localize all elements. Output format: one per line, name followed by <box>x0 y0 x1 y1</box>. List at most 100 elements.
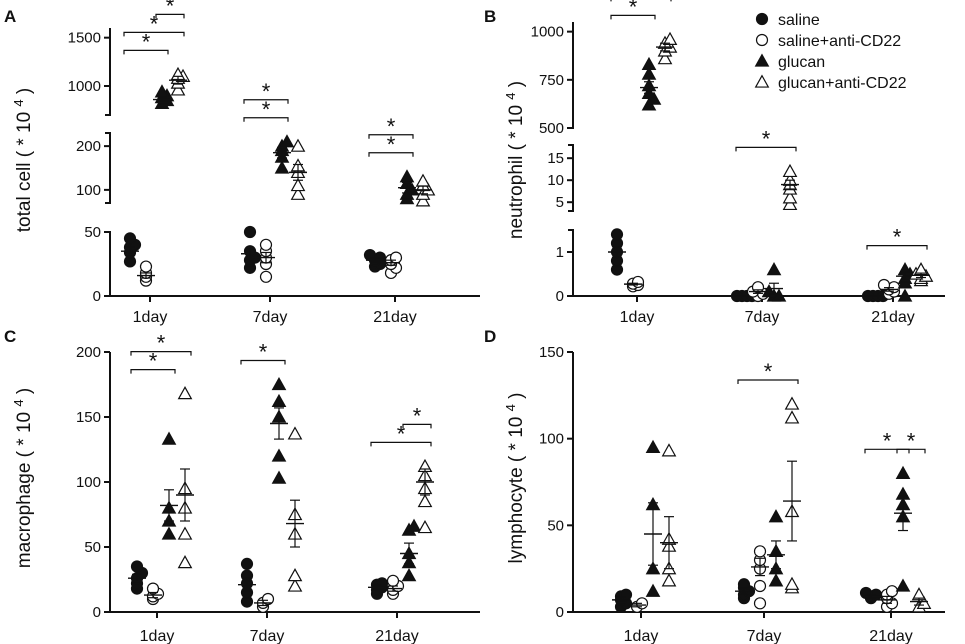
point-glucan-anti-cd22 <box>661 573 677 587</box>
point-glucan <box>766 262 782 276</box>
y-tick-label: 500 <box>539 120 564 137</box>
significance-bracket <box>735 146 797 152</box>
significance-bracket <box>243 117 289 122</box>
panel-letter: C <box>4 327 16 346</box>
point-glucan-anti-cd22 <box>784 576 800 590</box>
y-axis-label-close: ) <box>506 81 527 93</box>
significance-bracket <box>368 134 414 139</box>
x-tick-label: 21day <box>871 309 915 326</box>
legend-label-saline: saline <box>778 12 820 29</box>
point-glucan <box>895 465 911 479</box>
x-tick-label: 1day <box>133 309 168 326</box>
point-glucan <box>645 439 661 453</box>
point-saline-anti-cd22 <box>753 579 767 593</box>
significance-star: * <box>142 29 151 54</box>
point-glucan <box>641 56 657 71</box>
point-glucan <box>897 288 913 302</box>
y-tick-label: 50 <box>84 539 101 556</box>
significance-star: * <box>629 0 638 19</box>
significance-star: * <box>883 428 892 453</box>
point-glucan-anti-cd22 <box>417 519 433 534</box>
significance-star: * <box>149 349 158 374</box>
y-tick-label: 50 <box>547 517 564 534</box>
x-tick-label: 1day <box>620 309 655 326</box>
y-tick-label: 1 <box>556 244 564 261</box>
point-glucan-anti-cd22 <box>662 31 678 46</box>
significance-star: * <box>259 340 268 365</box>
significance-bracket <box>240 359 286 365</box>
y-axis-label: neutrophil ( * 10 4 ) <box>503 81 527 239</box>
point-glucan-anti-cd22 <box>177 386 193 400</box>
panel-letter: B <box>484 7 496 26</box>
point-glucan-anti-cd22 <box>290 177 306 192</box>
significance-bracket <box>737 379 799 384</box>
x-tick-label: 21day <box>373 309 417 326</box>
point-saline-anti-cd22 <box>389 251 403 264</box>
y-tick-label: 750 <box>539 72 564 89</box>
significance-bracket <box>610 14 656 20</box>
significance-bracket <box>155 13 185 19</box>
x-tick-label: 7day <box>250 628 285 644</box>
y-tick-label: 0 <box>93 604 101 621</box>
y-tick-label: 0 <box>556 288 564 305</box>
significance-bracket <box>368 152 414 157</box>
point-saline-anti-cd22 <box>753 545 767 558</box>
point-glucan <box>399 169 415 183</box>
y-tick-label: 100 <box>76 474 101 491</box>
significance-bracket <box>864 448 910 454</box>
y-tick-label: 1000 <box>531 24 564 41</box>
point-glucan-anti-cd22 <box>661 443 677 457</box>
point-glucan <box>271 393 287 408</box>
significance-star: * <box>637 0 646 1</box>
point-saline-anti-cd22 <box>259 238 273 251</box>
y-tick-label: 150 <box>539 344 564 361</box>
legend-label-glucan: glucan <box>778 54 825 71</box>
point-glucan-anti-cd22 <box>415 193 431 207</box>
point-saline <box>363 248 377 262</box>
significance-star: * <box>262 97 271 122</box>
point-glucan-anti-cd22 <box>782 196 798 211</box>
significance-star: * <box>166 0 175 18</box>
point-saline-anti-cd22 <box>259 270 273 283</box>
point-glucan <box>161 526 177 540</box>
significance-star: * <box>387 114 396 139</box>
y-axis-label-text: macrophage ( * 10 <box>14 407 35 569</box>
point-glucan <box>271 470 287 484</box>
point-glucan-anti-cd22 <box>287 426 303 440</box>
y-axis-label: total cell ( * 10 4 ) <box>11 88 35 233</box>
y-tick-label: 10 <box>547 172 564 189</box>
point-glucan <box>641 66 657 80</box>
point-saline <box>619 588 633 601</box>
significance-star: * <box>157 331 166 356</box>
point-saline-anti-cd22 <box>261 592 275 606</box>
point-saline <box>373 251 387 264</box>
point-saline <box>610 228 624 241</box>
point-glucan <box>406 518 422 532</box>
point-glucan-anti-cd22 <box>170 82 186 96</box>
y-tick-label: 0 <box>93 288 101 305</box>
x-tick-label: 1day <box>140 628 175 644</box>
point-glucan <box>645 561 661 575</box>
point-glucan-anti-cd22 <box>657 51 673 65</box>
y-axis-label-close: ) <box>14 88 35 100</box>
significance-star: * <box>397 421 406 446</box>
significance-star: * <box>762 126 771 151</box>
legend-label-glucan-anti-cd22: glucan+anti-CD22 <box>778 75 907 92</box>
x-tick-label: 7day <box>747 628 782 644</box>
y-tick-label: 200 <box>76 344 101 361</box>
legend-label-saline-anti-cd22: saline+anti-CD22 <box>778 33 901 50</box>
point-glucan-anti-cd22 <box>782 163 798 178</box>
panel-letter: A <box>4 7 16 26</box>
point-glucan <box>401 568 417 582</box>
x-tick-label: 21day <box>869 628 913 644</box>
point-saline-anti-cd22 <box>139 260 153 273</box>
point-saline-anti-cd22 <box>753 597 767 610</box>
significance-star: * <box>262 79 271 104</box>
point-glucan <box>645 583 661 597</box>
point-glucan-anti-cd22 <box>290 186 306 200</box>
x-tick-label: 7day <box>745 309 780 326</box>
y-tick-label: 50 <box>84 224 101 241</box>
x-tick-label: 1day <box>624 628 659 644</box>
